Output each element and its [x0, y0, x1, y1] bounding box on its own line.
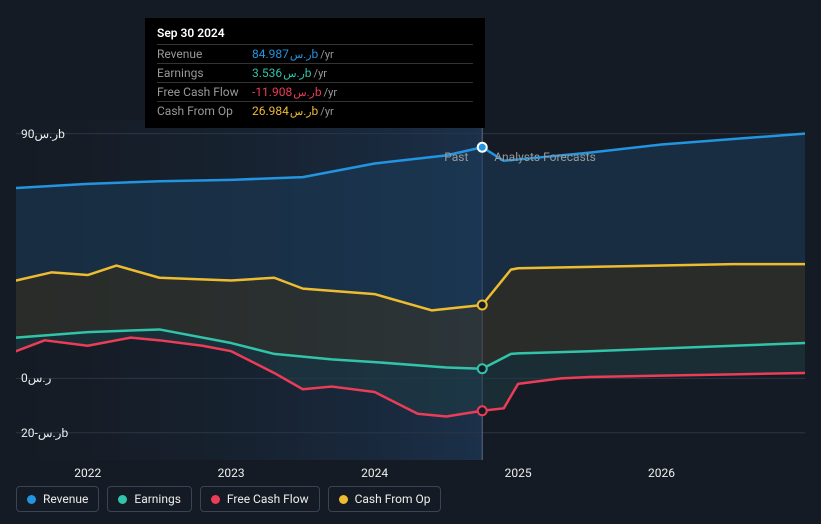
- tooltip-row-currency: ر.س: [293, 86, 315, 99]
- tooltip-row-currency: ر.س: [290, 105, 312, 118]
- legend-label: Earnings: [134, 492, 181, 506]
- tooltip-row-per: /yr: [314, 67, 327, 80]
- legend-dot: [118, 495, 127, 504]
- chart-area: ر.س90bر.س0ر.س-20b 20222023202420252026 P…: [16, 120, 805, 460]
- legend-item[interactable]: Revenue: [16, 486, 99, 512]
- tooltip-row-suffix: b: [305, 66, 312, 80]
- tooltip-row-suffix: b: [315, 85, 322, 99]
- tooltip-row: Free Cash Flow-11.908ر.سb /yr: [157, 82, 473, 101]
- legend-dot: [339, 495, 348, 504]
- legend-item[interactable]: Cash From Op: [328, 486, 442, 512]
- tooltip-row-value: 26.984: [252, 104, 289, 118]
- tooltip-row-value: 84.987: [252, 47, 289, 61]
- x-axis-label: 2022: [74, 466, 101, 480]
- legend-label: Revenue: [43, 492, 88, 506]
- y-axis-label: ر.س0: [21, 371, 51, 385]
- past-label: Past: [444, 150, 468, 164]
- x-axis-label: 2023: [218, 466, 245, 480]
- x-axis-label: 2026: [648, 466, 675, 480]
- chart-legend: Revenue Earnings Free Cash Flow Cash From O…: [16, 486, 441, 512]
- tooltip-row: Earnings3.536ر.سb /yr: [157, 63, 473, 82]
- tooltip-row: Revenue84.987ر.سb /yr: [157, 44, 473, 63]
- tooltip-row-value: 3.536: [252, 66, 282, 80]
- x-axis-label: 2025: [505, 466, 532, 480]
- tooltip-row-per: /yr: [324, 86, 337, 99]
- tooltip-row-per: /yr: [320, 105, 333, 118]
- x-axis-label: 2024: [361, 466, 388, 480]
- legend-label: Free Cash Flow: [227, 492, 309, 506]
- tooltip-row-label: Earnings: [157, 66, 252, 80]
- tooltip-row-label: Revenue: [157, 47, 252, 61]
- y-axis-label: ر.س-20b: [21, 426, 68, 440]
- legend-label: Cash From Op: [355, 492, 431, 506]
- tooltip-row-suffix: b: [312, 47, 319, 61]
- tooltip-date: Sep 30 2024: [157, 26, 473, 44]
- tooltip-row-currency: ر.س: [290, 48, 312, 61]
- legend-dot: [27, 495, 36, 504]
- chart-svg: [16, 120, 805, 460]
- tooltip-row-label: Cash From Op: [157, 104, 252, 118]
- legend-item[interactable]: Free Cash Flow: [200, 486, 320, 512]
- forecast-label: Analysts Forecasts: [494, 150, 596, 164]
- tooltip-row-label: Free Cash Flow: [157, 85, 252, 99]
- legend-dot: [211, 495, 220, 504]
- legend-item[interactable]: Earnings: [107, 486, 192, 512]
- y-axis-label: ر.س90b: [21, 127, 65, 141]
- chart-tooltip: Sep 30 2024 Revenue84.987ر.سb /yrEarning…: [145, 18, 485, 128]
- tooltip-row: Cash From Op26.984ر.سb /yr: [157, 101, 473, 120]
- tooltip-row-per: /yr: [320, 48, 333, 61]
- tooltip-row-currency: ر.س: [283, 67, 305, 80]
- tooltip-row-value: -11.908: [252, 85, 292, 99]
- tooltip-row-suffix: b: [312, 104, 319, 118]
